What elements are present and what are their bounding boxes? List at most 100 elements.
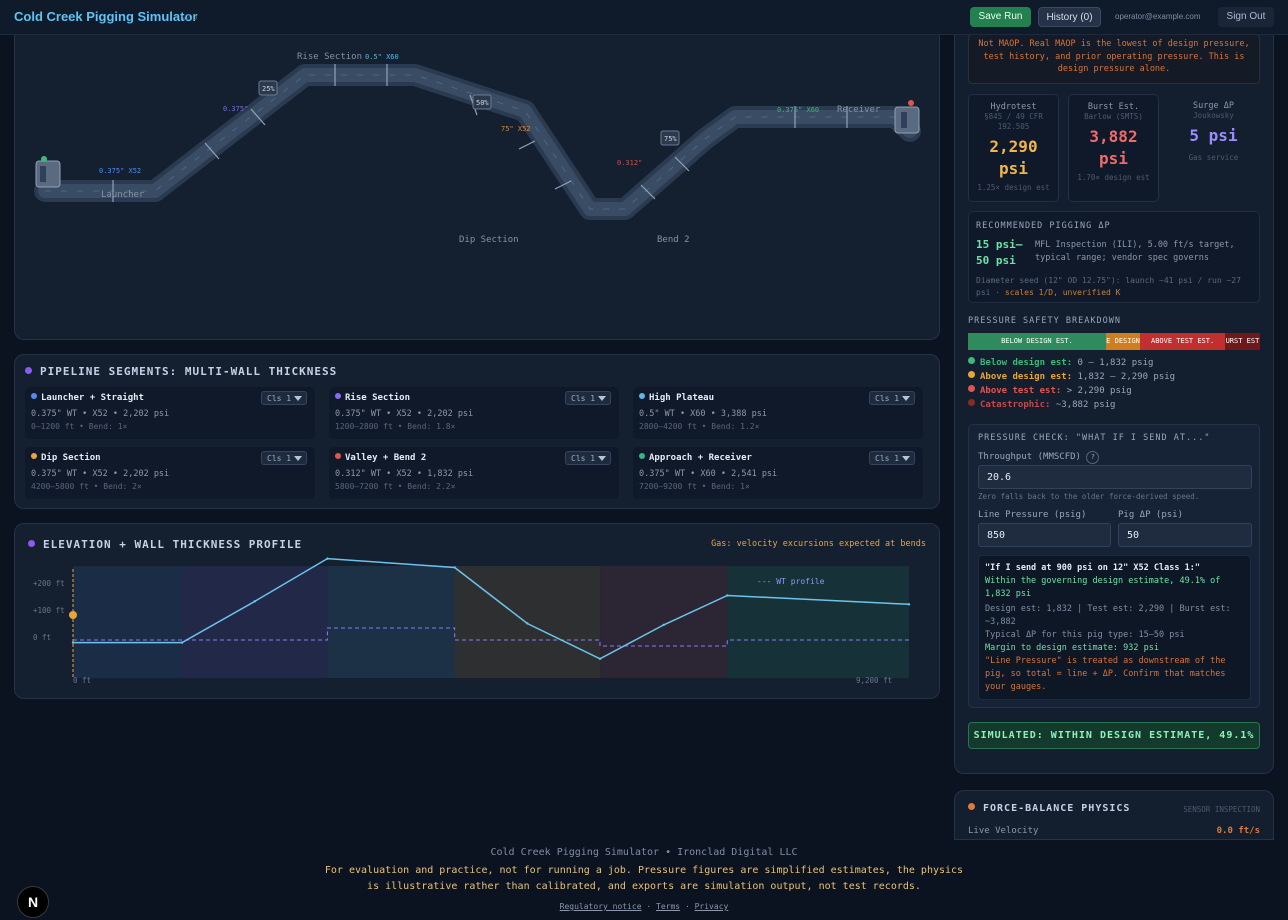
result-status: Within the governing design estimate, 49… [985, 576, 1221, 599]
history-button[interactable]: History (0) [1038, 7, 1101, 27]
class-select[interactable]: Cls 1 [261, 391, 307, 405]
weld-markers [112, 64, 848, 202]
segment-spec: 0.375" WT • X52 • 2,202 psi [31, 409, 170, 419]
elevation-point [662, 623, 665, 627]
class-select[interactable]: Cls 1 [565, 451, 611, 465]
force-balance-card: FORCE-BALANCE PHYSICS SENSOR INSPECTION … [954, 790, 1274, 840]
segment-bands [73, 566, 909, 678]
legend-key: Catastrophic: [980, 400, 1051, 410]
force-title: FORCE-BALANCE PHYSICS [968, 803, 1130, 814]
safety-bar-segment: ABOVE TEST EST. [1140, 333, 1225, 350]
velocity-warning: Gas: velocity excursions expected at ben… [711, 539, 926, 549]
stat-unit: psi [1099, 149, 1128, 168]
class-select[interactable]: Cls 1 [565, 391, 611, 405]
elevation-badge [660, 130, 680, 146]
segment-card[interactable]: Launcher + Straight 0.375" WT • X52 • 2,… [25, 387, 315, 439]
chevron-down-icon [902, 396, 910, 401]
label-rise-section: Rise Section [297, 52, 362, 62]
safety-label: PRESSURE SAFETY BREAKDOWN [968, 316, 1121, 326]
footer-brand: Cold Creek Pigging Simulator • Ironclad … [490, 847, 798, 858]
segment-band [182, 566, 328, 678]
segment-name: Launcher + Straight [41, 393, 144, 403]
elevation-point [907, 603, 911, 606]
line-pressure-input[interactable]: 850 [978, 523, 1111, 547]
stat-value: 3,882 [1089, 127, 1138, 146]
recommended-range: 15 psi– 50 psi [976, 237, 1022, 269]
spec-label: 0.5" X60 [365, 53, 399, 61]
class-select[interactable]: Cls 1 [869, 451, 915, 465]
recommended-range-min: 15 psi– [976, 238, 1023, 251]
legend-above-test: Above test est: > 2,290 psig [968, 385, 1132, 396]
spec-label: 0.312" [617, 159, 642, 167]
save-run-button[interactable]: Save Run [970, 7, 1031, 27]
safety-bar-segment: BELOW DESIGN EST. [968, 333, 1106, 350]
hydrotest-stat: Hydrotest §845 / 49 CFR 192.505 2,290 ps… [968, 94, 1059, 202]
segment-spec: 0.5" WT • X60 • 3,388 psi [639, 409, 767, 419]
elevation-point [453, 566, 456, 569]
footer-disclaimer: is illustrative rather than calibrated, … [367, 881, 921, 892]
segment-name: Rise Section [345, 393, 411, 403]
label-receiver: Receiver [837, 105, 881, 115]
elevation-line [73, 557, 910, 660]
receiver-status-icon [908, 100, 914, 106]
terms-link[interactable]: Terms [656, 902, 681, 911]
segment-range: 2800–4200 ft • Bend: 1.2× [639, 422, 760, 431]
pig-dp-input[interactable]: 50 [1118, 523, 1252, 547]
segment-card[interactable]: Valley + Bend 2 0.312" WT • X52 • 1,832 … [329, 447, 619, 499]
force-title-text: FORCE-BALANCE PHYSICS [983, 803, 1131, 814]
maop-note: Not MAOP. Real MAOP is the lowest of des… [968, 34, 1260, 84]
segment-color-icon [335, 393, 341, 399]
segment-spec: 0.375" WT • X52 • 2,202 psi [31, 469, 170, 479]
legend-above-design: Above design est: 1,832 – 2,290 psig [968, 371, 1175, 382]
chevron-down-icon [294, 396, 302, 401]
footer: Cold Creek Pigging Simulator • Ironclad … [0, 840, 1288, 920]
legend-value: ~3,882 psig [1055, 400, 1116, 410]
pig-position-icon[interactable] [69, 611, 77, 619]
link-separator: · [684, 902, 690, 911]
force-tag: SENSOR INSPECTION [1183, 805, 1260, 814]
legend-value: 1,832 – 2,290 psig [1077, 372, 1176, 382]
legend-key: Above design est: [980, 372, 1073, 382]
chevron-down-icon [294, 456, 302, 461]
class-select[interactable]: Cls 1 [261, 451, 307, 465]
sign-out-button[interactable]: Sign Out [1218, 7, 1274, 27]
app-title: Cold Creek Pigging Simulator [14, 9, 198, 24]
elevation-badge-label: 50% [476, 99, 489, 107]
spec-label: 75" X52 [501, 125, 531, 133]
segment-name: High Plateau [649, 393, 715, 403]
next-badge-icon[interactable]: N [17, 886, 49, 918]
segment-card[interactable]: High Plateau 0.5" WT • X60 • 3,388 psi 2… [633, 387, 923, 439]
segment-card[interactable]: Dip Section 0.375" WT • X52 • 2,202 psi … [25, 447, 315, 499]
pipeline-flow [45, 74, 911, 210]
elevation-point [71, 641, 75, 644]
privacy-link[interactable]: Privacy [694, 902, 729, 911]
elevation-point [526, 622, 529, 625]
receiver-door-icon [901, 112, 907, 128]
segment-card[interactable]: Rise Section 0.375" WT • X52 • 2,202 psi… [329, 387, 619, 439]
safety-bar-segment: E DESIGN [1105, 333, 1141, 350]
help-icon[interactable]: ? [1086, 451, 1100, 464]
class-select[interactable]: Cls 1 [869, 391, 915, 405]
launcher-door-icon [40, 166, 46, 182]
live-velocity-label: Live Velocity [968, 826, 1039, 836]
elevation-chart: +200 ft +100 ft 0 ft 0 ft 9,200 ft --- W… [33, 557, 911, 685]
elevation-badge-label: 25% [262, 85, 275, 93]
regulatory-link[interactable]: Regulatory notice [559, 902, 642, 911]
launcher-icon[interactable] [35, 160, 61, 188]
recommended-label: RECOMMENDED PIGGING ΔP [976, 221, 1111, 231]
pig-dp-label: Pig ΔP (psi) [1118, 510, 1184, 520]
spec-label: 0.375" X52 [99, 167, 141, 175]
legend-catastrophic: Catastrophic: ~3,882 psig [968, 399, 1115, 410]
stat-title: Surge ΔP [1193, 101, 1234, 111]
segment-card[interactable]: Approach + Receiver 0.375" WT • X60 • 2,… [633, 447, 923, 499]
segment-color-icon [31, 393, 37, 399]
y-tick-label: 0 ft [33, 633, 51, 642]
class-select-value: Cls 1 [267, 394, 292, 403]
legend-value: > 2,290 psig [1066, 386, 1132, 396]
segments-title: PIPELINE SEGMENTS: MULTI-WALL THICKNESS [25, 365, 337, 378]
segment-color-icon [31, 453, 37, 459]
legend-dot-icon [968, 357, 975, 364]
throughput-input[interactable]: 20.6 [978, 465, 1252, 489]
legend-value: 0 – 1,832 psig [1077, 358, 1154, 368]
recommended-desc: MFL Inspection (ILI), 5.00 ft/s target, … [1035, 240, 1235, 263]
